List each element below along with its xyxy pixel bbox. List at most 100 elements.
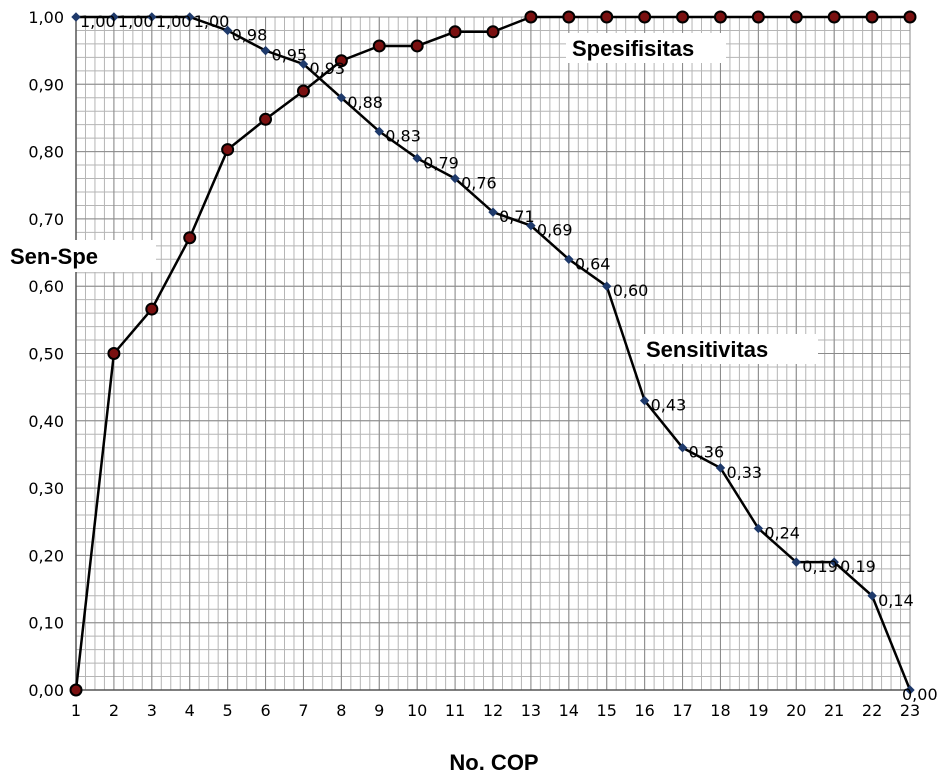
sensitivitas-data-label: 0,79 (423, 153, 459, 172)
sensitivitas-point (905, 685, 915, 695)
y-tick-label: 1,00 (28, 8, 64, 27)
x-tick-label: 15 (597, 701, 617, 720)
sensitivitas-data-label: 0,76 (461, 174, 497, 193)
sensitivitas-point (791, 557, 801, 567)
sensitivitas-point (185, 12, 195, 22)
sensitivitas-data-label: 1,00 (118, 12, 154, 31)
x-tick-label: 9 (374, 701, 384, 720)
x-tick-label: 12 (483, 701, 503, 720)
sensitivitas-data-label: 0,14 (878, 591, 914, 610)
spesifisitas-point (524, 10, 538, 24)
sensitivitas-data-label: 0,69 (537, 221, 573, 240)
spesifisitas-point (600, 10, 614, 24)
data-label-layer: 1,00 1,00 1,00 1,000,980,950,930,880,830,79… (80, 12, 938, 704)
y-tick-label: 0,30 (28, 479, 64, 498)
y-tick-label: 0,50 (28, 345, 64, 364)
spesifisitas-label-bg (566, 33, 726, 63)
sensitivitas-point (602, 281, 612, 291)
sensitivitas-series-label: Sensitivitas (646, 337, 768, 362)
x-tick-label: 17 (672, 701, 692, 720)
sensitivitas-data-label: 0,83 (385, 126, 421, 145)
spesifisitas-point (486, 25, 500, 39)
sensitivitas-point (336, 93, 347, 103)
sensitivitas-point (71, 12, 81, 22)
x-tick-label: 5 (223, 701, 233, 720)
sensitivitas-point (829, 557, 839, 567)
spesifisitas-point (751, 10, 765, 24)
sensitivitas-data-label: 0,64 (575, 254, 611, 273)
spesifisitas-point (107, 347, 121, 360)
spesifisitas-point (676, 10, 690, 24)
sensitivitas-point (260, 45, 271, 56)
sensitivitas-point (639, 395, 650, 406)
spesifisitas-point (372, 39, 386, 53)
x-tick-label: 23 (900, 701, 920, 720)
sensitivitas-point (715, 463, 726, 473)
sensitivitas-data-label: 1,00 (80, 12, 116, 31)
sensitivitas-data-label: 0,43 (651, 396, 687, 415)
x-tick-label: 3 (147, 701, 157, 720)
spesifisitas-point (183, 231, 197, 245)
x-axis-title: No. COP (449, 750, 538, 775)
title-layer: Spesifisitas Sensitivitas Sen-Spe No. CO… (6, 33, 818, 775)
spesifisitas-point (296, 84, 310, 98)
x-tick-label: 22 (862, 701, 882, 720)
x-tick-label: 19 (748, 701, 768, 720)
spesifisitas-point (827, 10, 841, 24)
sensitivitas-data-label: 0,33 (726, 463, 762, 482)
spesifisitas-point (638, 10, 652, 24)
sensitivitas-point (222, 25, 233, 36)
x-tick-label: 2 (109, 701, 119, 720)
y-axis-title: Sen-Spe (10, 244, 98, 269)
sensitivitas-data-label: 0,93 (309, 59, 345, 78)
spesifisitas-point (221, 143, 235, 157)
y-tick-label: 0,40 (28, 412, 64, 431)
y-tick-label: 0,60 (28, 277, 64, 296)
x-tick-label: 10 (407, 701, 427, 720)
sensitivitas-point (450, 173, 460, 184)
x-tick-label: 16 (634, 701, 654, 720)
spesifisitas-point (410, 39, 424, 53)
spesifisitas-point (903, 10, 917, 24)
y-tick-label: 0,80 (28, 143, 64, 162)
spesifisitas-point (865, 10, 879, 24)
sensitivitas-data-label: 0,19 (802, 557, 838, 576)
y-tick-label: 0,10 (28, 614, 64, 633)
sensitivitas-point (753, 523, 764, 534)
y-tick-label: 0,90 (28, 75, 64, 94)
x-tick-label: 1 (71, 701, 81, 720)
x-tick-label: 11 (445, 701, 465, 720)
spesifisitas-point (69, 683, 83, 697)
sensitivitas-data-label: 1,00 (194, 12, 230, 31)
sensitivitas-point (488, 207, 498, 217)
sensitivitas-label-bg (640, 334, 818, 364)
y-tick-label: 0,00 (28, 681, 64, 700)
spesifisitas-point (145, 302, 159, 316)
x-tick-label: 4 (185, 701, 195, 720)
sensitivitas-point (677, 443, 688, 453)
axis-layer: 0,00 0,10 0,20 0,30 0,40 0,50 0,60 0,70 0,80 0,90… (28, 8, 920, 720)
sensitivitas-point (298, 59, 309, 69)
spesifisitas-point (562, 10, 576, 24)
spesifisitas-point (448, 25, 462, 39)
spesifisitas-point (713, 10, 727, 24)
sensitivitas-data-label: 0,24 (764, 523, 800, 542)
sensitivitas-data-label: 0,98 (232, 25, 268, 44)
series-layer (69, 10, 917, 697)
sensitivitas-data-label: 0,88 (347, 93, 383, 112)
sensitivitas-point (412, 153, 422, 164)
x-tick-label: 20 (786, 701, 806, 720)
sensitivitas-data-label: 0,60 (613, 281, 649, 300)
y-axis-title-bg (6, 240, 156, 272)
sensitivitas-data-label: 0,36 (689, 443, 725, 462)
x-tick-label: 13 (521, 701, 541, 720)
spesifisitas-series-label: Spesifisitas (572, 36, 694, 61)
x-tick-label: 6 (260, 701, 270, 720)
y-tick-label: 0,20 (28, 546, 64, 565)
x-tick-label: 7 (298, 701, 308, 720)
x-tick-label: 14 (559, 701, 579, 720)
sensitivitas-point (109, 12, 119, 22)
sensitivitas-point (374, 126, 384, 137)
